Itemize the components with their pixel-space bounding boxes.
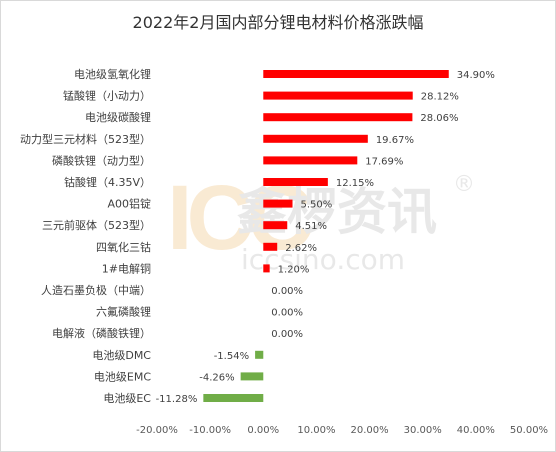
bar [203, 394, 264, 402]
data-label: 5.50% [301, 200, 333, 211]
bar [263, 156, 358, 165]
bar [263, 221, 288, 230]
bar [263, 70, 449, 78]
data-label: 0.00% [271, 286, 303, 297]
data-label: -11.28% [156, 394, 198, 405]
x-tick-label: 30.00% [404, 425, 442, 436]
data-label: 19.67% [376, 135, 414, 146]
bar [263, 91, 413, 100]
category-label: 四氧化三钴 [96, 240, 151, 254]
data-label: 2.62% [285, 243, 317, 254]
category-label: 六氟磷酸锂 [96, 305, 151, 319]
labels: 电池级氢氧化锂 34.90% 锰酸锂（小动力） 28.12% 电池级碳酸锂 28.06% 动… [20, 67, 495, 405]
data-label: -1.54% [214, 351, 249, 362]
x-axis: -20.00% -10.00% 0.00% 10.00% 20.00% 30.00% 40.… [136, 425, 548, 436]
bar [263, 134, 368, 143]
category-label: 电池级氢氧化锂 [74, 67, 151, 81]
data-label: 0.00% [271, 329, 303, 340]
data-label: 28.12% [421, 92, 459, 103]
category-label: 电池级DMC [92, 349, 151, 362]
bar [263, 199, 293, 208]
data-label: 0.00% [271, 308, 303, 319]
bar [263, 242, 278, 251]
category-label: 电解液（磷酸铁锂） [52, 326, 151, 340]
category-label: 磷酸铁锂（动力型） [52, 153, 151, 167]
x-tick-label: 0.00% [247, 425, 279, 436]
bars [203, 70, 449, 402]
x-tick-label: 50.00% [510, 425, 548, 436]
bar [263, 178, 328, 186]
category-label: 三元前驱体（523型） [42, 218, 151, 232]
data-label: 12.15% [336, 178, 374, 189]
category-label: 锰酸锂（小动力） [63, 89, 151, 103]
data-label: 1.20% [278, 264, 310, 275]
category-label: 电池级EMC [94, 370, 151, 383]
data-label: 4.51% [295, 221, 327, 232]
data-label: 17.69% [365, 156, 403, 167]
category-label: 电池级EC [103, 392, 151, 405]
watermark-brand: 鑫椤资讯 [237, 183, 437, 241]
category-label: 1#电解铜 [102, 261, 151, 275]
watermark-registered: ® [453, 172, 475, 197]
category-label: A00铝锭 [107, 197, 151, 211]
data-label: 34.90% [457, 70, 495, 81]
bar [240, 372, 264, 381]
x-tick-label: -10.00% [189, 425, 231, 436]
x-tick-label: 40.00% [457, 425, 495, 436]
category-label: 电池级碳酸锂 [85, 110, 151, 124]
bar [255, 350, 264, 359]
category-label: 钴酸锂（4.35V） [64, 175, 151, 189]
x-tick-label: 10.00% [297, 425, 335, 436]
x-tick-label: 20.00% [351, 425, 389, 436]
bar [263, 113, 413, 122]
data-label: -4.26% [199, 372, 234, 383]
bar [263, 264, 270, 273]
chart-title: 2022年2月国内部分锂电材料价格涨跌幅 [133, 13, 424, 32]
data-label: 28.06% [420, 113, 458, 124]
x-tick-label: -20.00% [136, 425, 178, 436]
category-label: 人造石墨负极（中端） [41, 283, 151, 297]
category-label: 动力型三元材料（523型） [20, 132, 151, 146]
